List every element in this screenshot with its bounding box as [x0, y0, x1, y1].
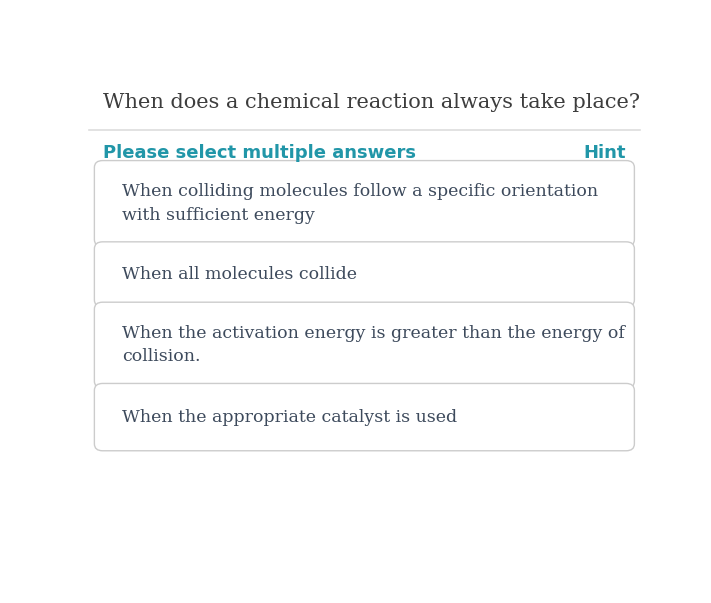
Text: When the activation energy is greater than the energy of
collision.: When the activation energy is greater th…: [122, 325, 625, 365]
Text: When colliding molecules follow a specific orientation
with sufficient energy: When colliding molecules follow a specif…: [122, 183, 598, 224]
FancyBboxPatch shape: [95, 242, 634, 307]
Text: When all molecules collide: When all molecules collide: [122, 266, 357, 283]
FancyBboxPatch shape: [95, 160, 634, 247]
Text: Hint: Hint: [584, 144, 626, 162]
FancyBboxPatch shape: [95, 384, 634, 451]
FancyBboxPatch shape: [95, 302, 634, 388]
Text: Please select multiple answers: Please select multiple answers: [102, 144, 416, 162]
Text: When does a chemical reaction always take place?: When does a chemical reaction always tak…: [102, 93, 640, 112]
Text: When the appropriate catalyst is used: When the appropriate catalyst is used: [122, 409, 457, 426]
